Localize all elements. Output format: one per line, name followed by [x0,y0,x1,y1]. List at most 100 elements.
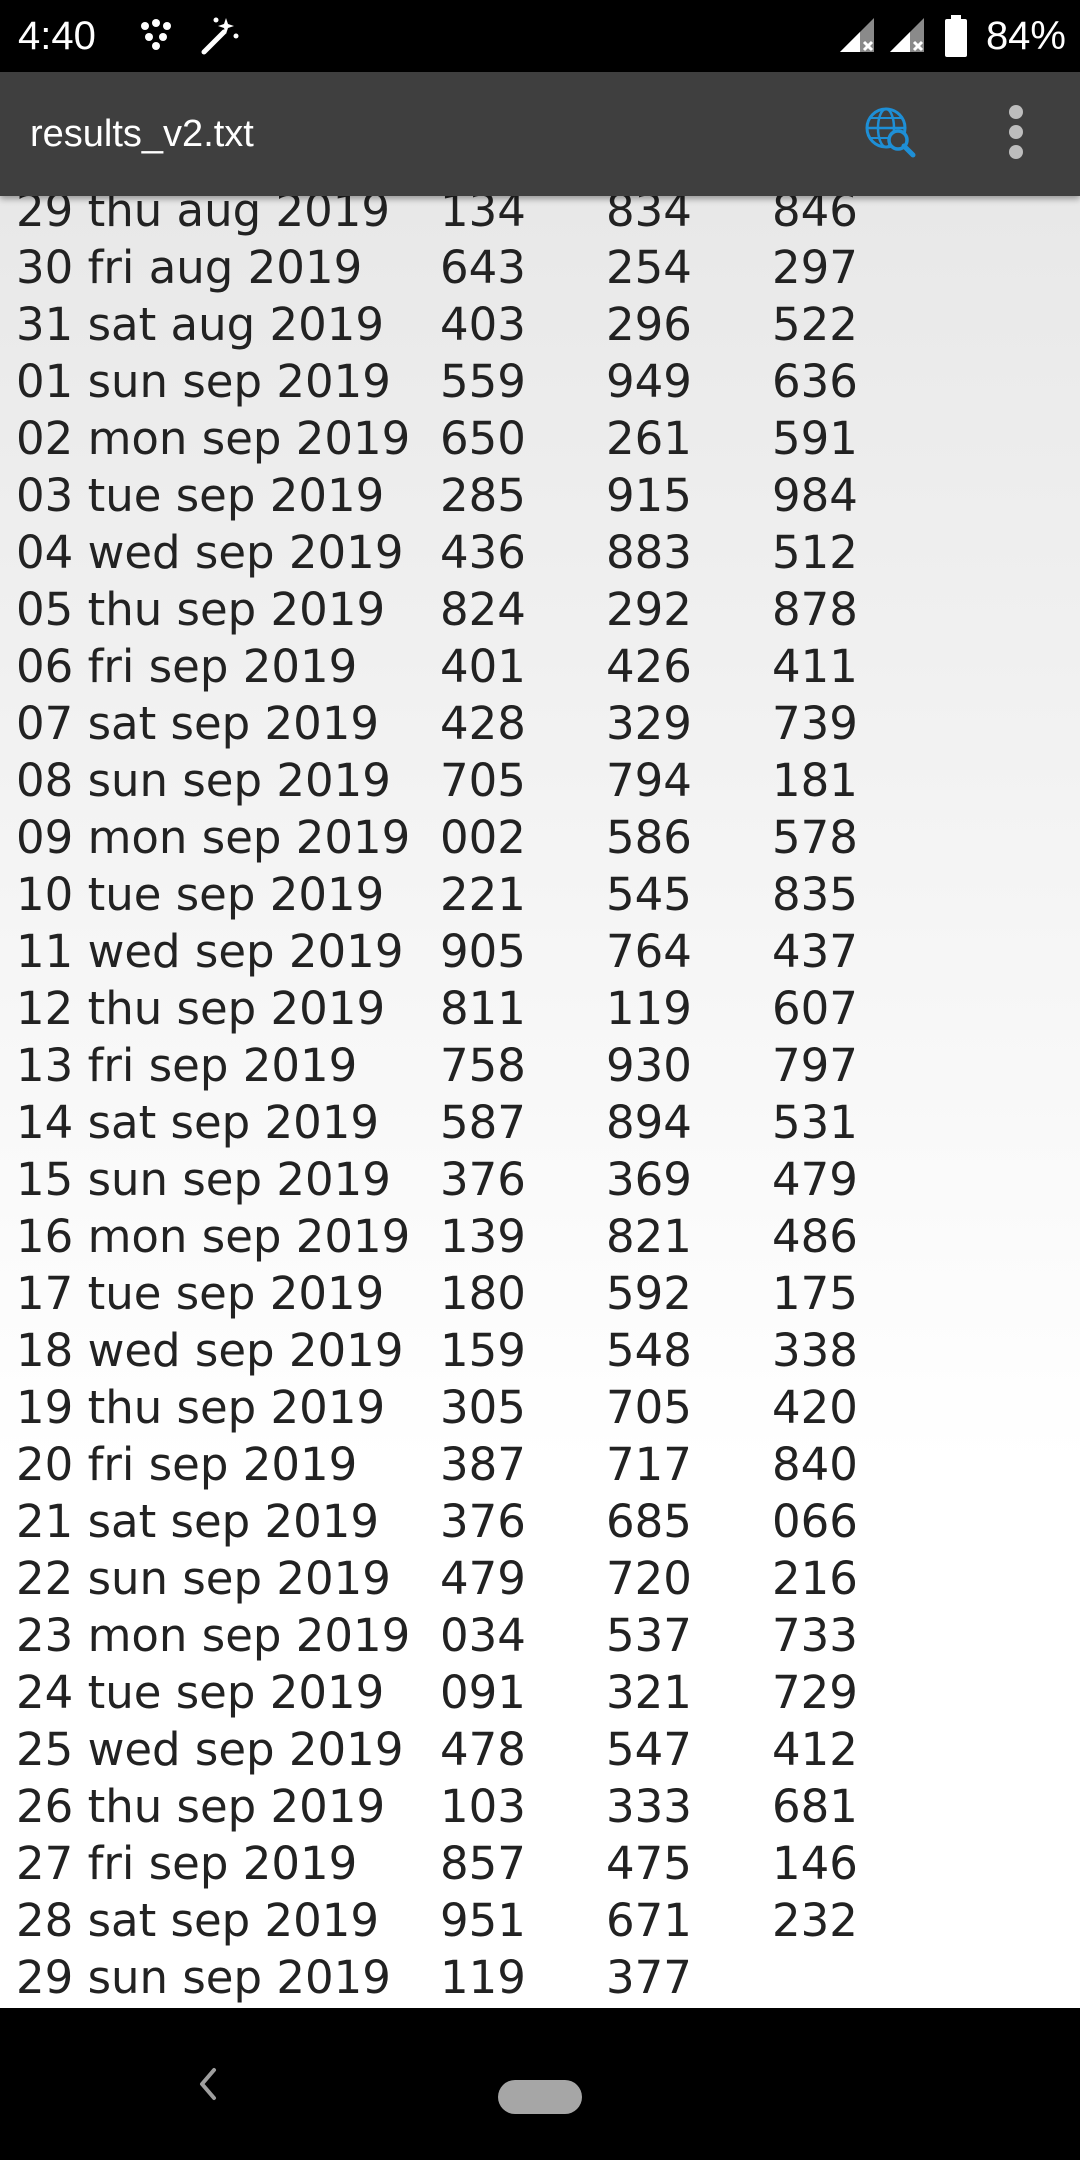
line-value-b: 949 [606,355,692,408]
line-value-a: 159 [440,1324,526,1377]
magic-wand-icon [198,14,242,63]
line-date: 19 thu sep 2019 [16,1381,386,1434]
line-value-b: 592 [606,1267,692,1320]
line-value-b: 547 [606,1723,692,1776]
line-value-c: 840 [772,1438,858,1491]
line-date: 30 fri aug 2019 [16,241,363,294]
line-value-b: 369 [606,1153,692,1206]
line-date: 13 fri sep 2019 [16,1039,358,1092]
line-value-b: 883 [606,526,692,579]
line-value-c: 733 [772,1609,858,1662]
line-value-a: 479 [440,1552,526,1605]
line-date: 17 tue sep 2019 [16,1267,385,1320]
line-value-c: 835 [772,868,858,921]
line-value-a: 221 [440,868,526,921]
line-value-a: 376 [440,1153,526,1206]
battery-icon [944,14,968,63]
line-date: 31 sat aug 2019 [16,298,385,351]
line-value-c: 216 [772,1552,858,1605]
line-date: 21 sat sep 2019 [16,1495,380,1548]
line-value-c: 420 [772,1381,858,1434]
line-date: 12 thu sep 2019 [16,982,386,1035]
line-date: 09 mon sep 2019 [16,811,411,864]
line-value-a: 401 [440,640,526,693]
line-value-b: 915 [606,469,692,522]
line-value-a: 103 [440,1780,526,1833]
line-value-b: 586 [606,811,692,864]
line-value-a: 436 [440,526,526,579]
line-date: 18 wed sep 2019 [16,1324,404,1377]
line-value-b: 834 [606,196,692,237]
line-value-a: 139 [440,1210,526,1263]
line-value-a: 811 [440,982,526,1035]
line-value-b: 720 [606,1552,692,1605]
line-date: 07 sat sep 2019 [16,697,380,750]
line-value-b: 333 [606,1780,692,1833]
line-value-a: 643 [440,241,526,294]
line-value-c: 437 [772,925,858,978]
line-value-b: 717 [606,1438,692,1491]
home-pill-icon[interactable] [498,2080,582,2114]
line-value-c: 522 [772,298,858,351]
line-value-a: 034 [440,1609,526,1662]
line-value-a: 587 [440,1096,526,1149]
line-value-c: 412 [772,1723,858,1776]
line-date: 26 thu sep 2019 [16,1780,386,1833]
status-bar: 4:40 84% [0,0,1080,72]
overflow-menu-button[interactable] [980,98,1052,170]
line-value-a: 403 [440,298,526,351]
line-date: 01 sun sep 2019 [16,355,391,408]
line-value-a: 905 [440,925,526,978]
signal-no-service-icon [888,14,928,59]
web-search-button[interactable] [854,98,926,170]
line-value-c: 066 [772,1495,858,1548]
line-date: 29 sun sep 2019 [16,1951,391,2004]
line-value-b: 119 [606,982,692,1035]
line-value-b: 292 [606,583,692,636]
line-value-c: 578 [772,811,858,864]
line-date: 11 wed sep 2019 [16,925,404,978]
line-value-a: 824 [440,583,526,636]
line-value-a: 650 [440,412,526,465]
line-value-a: 285 [440,469,526,522]
line-value-a: 002 [440,811,526,864]
line-value-c: 232 [772,1894,858,1947]
line-value-b: 377 [606,1951,692,2004]
line-value-b: 685 [606,1495,692,1548]
line-value-b: 821 [606,1210,692,1263]
line-value-a: 478 [440,1723,526,1776]
line-value-b: 794 [606,754,692,807]
line-value-c: 729 [772,1666,858,1719]
overflow-menu-icon [1006,102,1026,167]
line-value-a: 705 [440,754,526,807]
line-value-b: 261 [606,412,692,465]
line-value-c: 531 [772,1096,858,1149]
line-date: 02 mon sep 2019 [16,412,411,465]
line-value-c: 681 [772,1780,858,1833]
line-value-c: 486 [772,1210,858,1263]
line-value-a: 376 [440,1495,526,1548]
back-icon[interactable] [190,2062,226,2111]
line-date: 14 sat sep 2019 [16,1096,380,1149]
line-date: 06 fri sep 2019 [16,640,358,693]
line-value-b: 894 [606,1096,692,1149]
line-value-b: 705 [606,1381,692,1434]
file-title: results_v2.txt [30,113,254,155]
navigation-bar [0,2008,1080,2160]
line-value-c: 512 [772,526,858,579]
line-value-a: 091 [440,1666,526,1719]
line-value-c: 846 [772,196,858,237]
line-value-c: 636 [772,355,858,408]
text-viewer[interactable]: 29 thu aug 2019 134 834 846 30 fri aug 2019 6… [0,196,1080,2008]
line-date: 23 mon sep 2019 [16,1609,411,1662]
line-value-b: 545 [606,868,692,921]
line-date: 05 thu sep 2019 [16,583,386,636]
line-date: 20 fri sep 2019 [16,1438,358,1491]
app-bar: results_v2.txt [0,72,1080,196]
line-value-b: 548 [606,1324,692,1377]
line-date: 29 thu aug 2019 [16,196,391,237]
line-value-a: 559 [440,355,526,408]
line-date: 03 tue sep 2019 [16,469,385,522]
line-value-b: 329 [606,697,692,750]
line-date: 16 mon sep 2019 [16,1210,411,1263]
